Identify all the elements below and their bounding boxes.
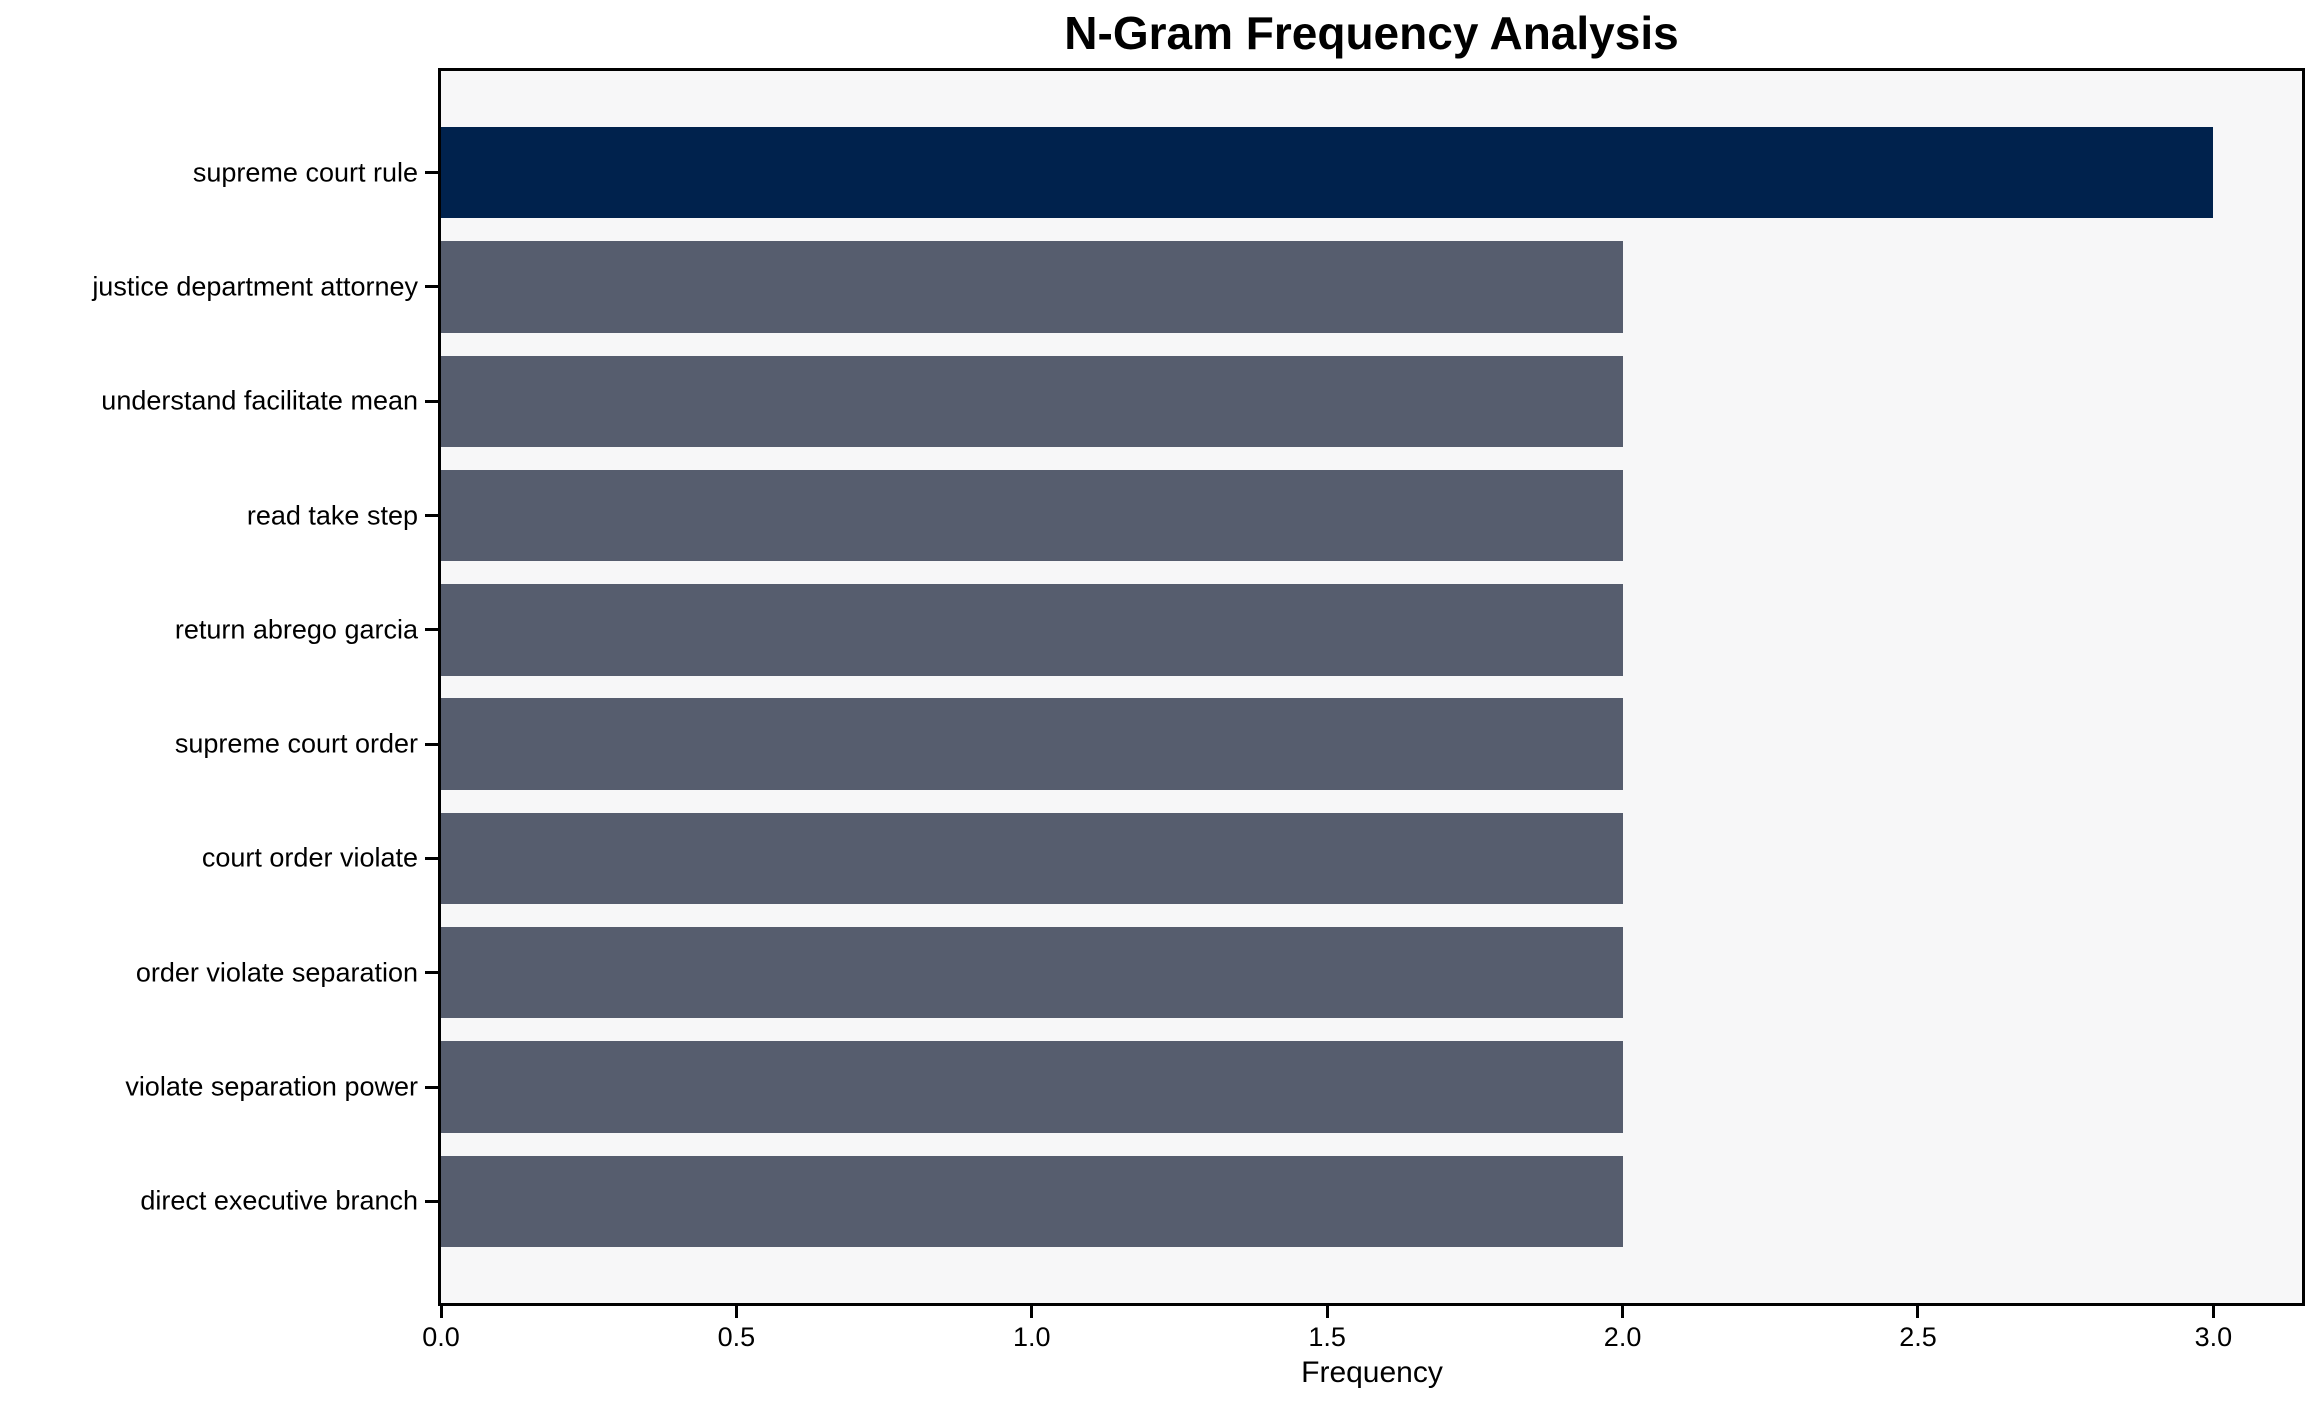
- y-tick-mark: [425, 628, 438, 632]
- bar: [441, 127, 2214, 219]
- bar: [441, 927, 1623, 1019]
- y-tick-mark: [425, 1085, 438, 1089]
- y-tick-mark: [425, 514, 438, 518]
- y-tick-label: court order violate: [201, 842, 418, 873]
- y-tick-label: direct executive branch: [140, 1185, 418, 1216]
- y-tick-mark: [425, 1199, 438, 1203]
- plot-area: [438, 68, 2305, 1306]
- y-tick-label: read take step: [246, 500, 418, 531]
- bar: [441, 241, 1623, 333]
- chart-title: N-Gram Frequency Analysis: [1064, 7, 1679, 59]
- y-tick-mark: [425, 171, 438, 175]
- bar: [441, 698, 1623, 790]
- x-tick-mark: [439, 1306, 443, 1318]
- y-tick-label: supreme court order: [174, 728, 418, 759]
- y-tick-mark: [425, 285, 438, 289]
- bar: [441, 812, 1623, 905]
- bar: [441, 355, 1623, 447]
- y-tick-label: violate separation power: [125, 1071, 418, 1102]
- x-tick-label: 0.0: [422, 1322, 460, 1352]
- y-tick-label: justice department attorney: [92, 271, 418, 302]
- bar: [441, 1041, 1623, 1133]
- y-tick-mark: [425, 971, 438, 975]
- x-tick-label: 2.5: [1899, 1322, 1937, 1352]
- x-tick-label: 1.0: [1013, 1322, 1051, 1352]
- x-tick-mark: [1621, 1306, 1625, 1318]
- y-tick-mark: [425, 856, 438, 860]
- x-tick-mark: [2211, 1306, 2215, 1318]
- bar: [441, 584, 1623, 676]
- y-tick-label: supreme court rule: [192, 157, 418, 188]
- bar: [441, 469, 1623, 562]
- y-tick-label: order violate separation: [135, 957, 418, 988]
- bars-layer: [441, 71, 2302, 1303]
- y-tick-label: understand facilitate mean: [101, 385, 418, 416]
- x-tick-mark: [1325, 1306, 1329, 1318]
- y-tick-mark: [425, 742, 438, 746]
- x-tick-label: 0.5: [717, 1322, 756, 1352]
- x-tick-mark: [1030, 1306, 1034, 1318]
- x-tick-mark: [1916, 1306, 1920, 1318]
- y-tick-label: return abrego garcia: [174, 614, 418, 645]
- bar: [441, 1155, 1623, 1247]
- x-tick-label: 2.0: [1603, 1322, 1642, 1352]
- x-axis-title: Frequency: [1301, 1356, 1443, 1389]
- x-tick-label: 3.0: [2194, 1322, 2233, 1352]
- x-tick-mark: [734, 1306, 738, 1318]
- y-tick-mark: [425, 399, 438, 403]
- x-tick-label: 1.5: [1308, 1322, 1346, 1352]
